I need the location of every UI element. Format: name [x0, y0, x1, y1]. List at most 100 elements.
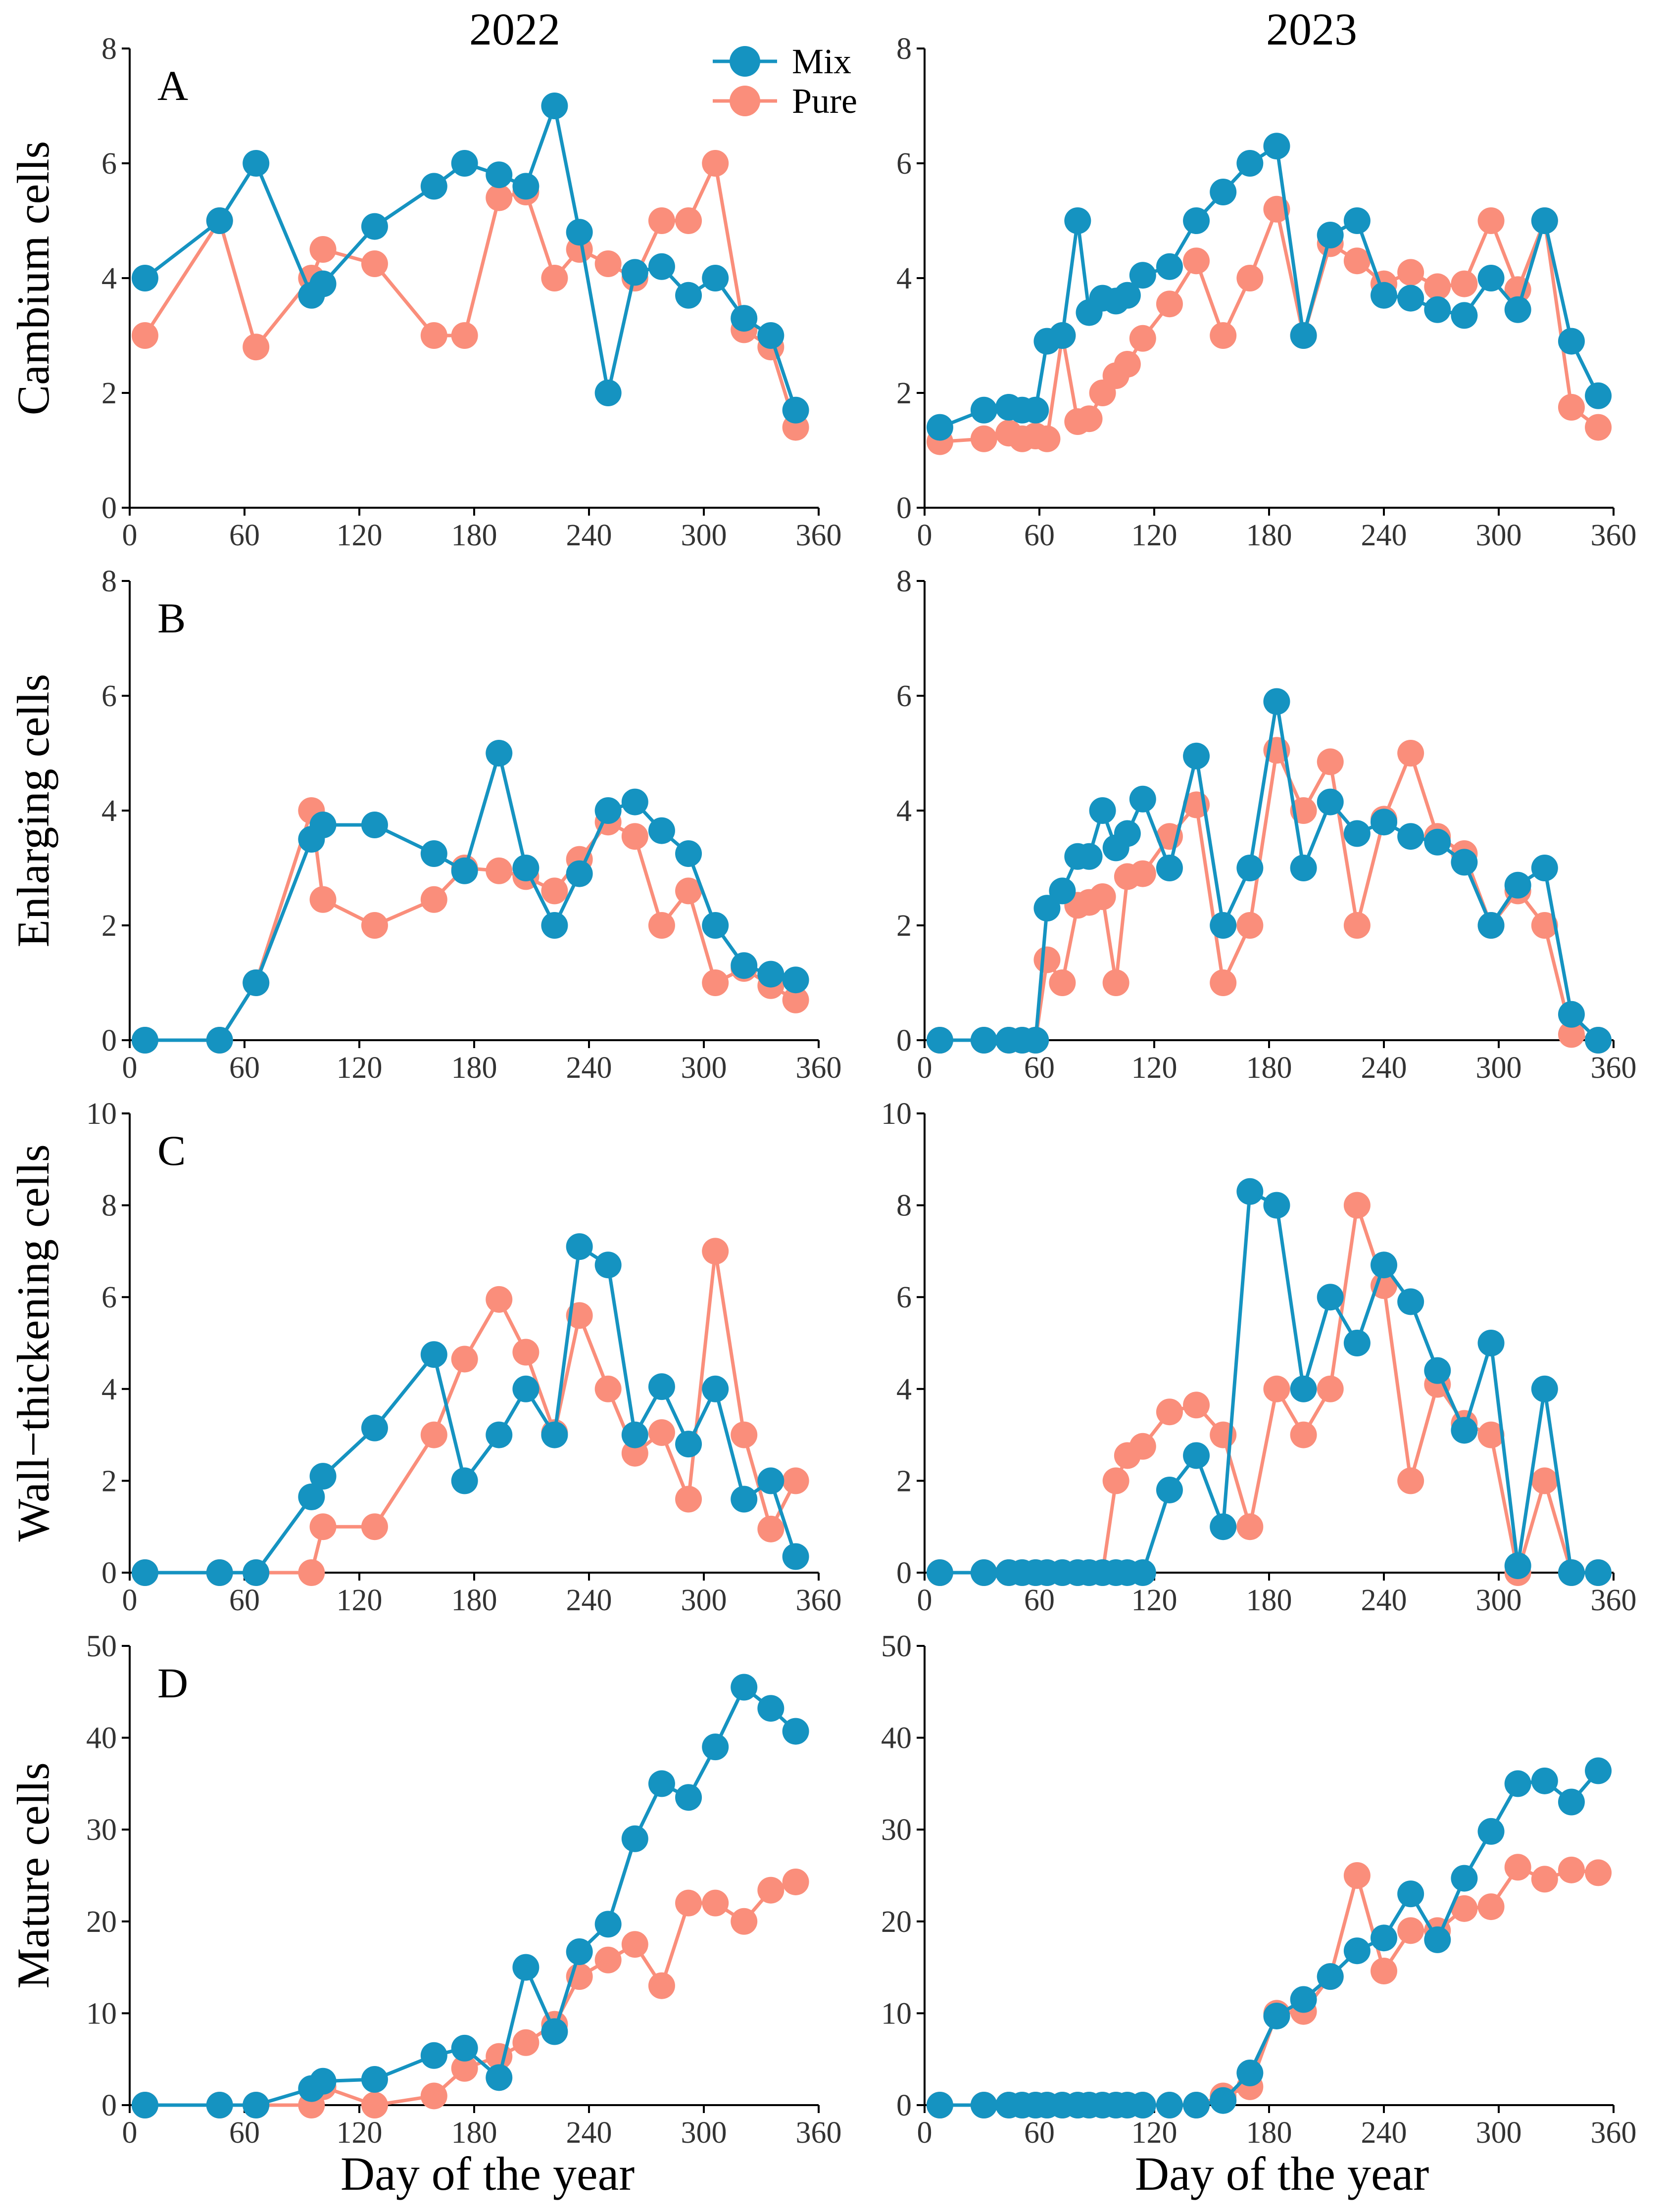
data-point-mix	[243, 1559, 270, 1586]
data-point-mix	[757, 1695, 784, 1722]
x-tick-label: 60	[229, 1051, 260, 1085]
data-point-mix	[1236, 2060, 1264, 2087]
y-tick-label: 8	[896, 32, 912, 66]
data-point-mix	[361, 213, 388, 240]
data-point-mix	[731, 952, 758, 979]
x-tick-label: 240	[566, 1051, 612, 1085]
data-point-pure	[420, 322, 447, 349]
data-point-mix	[206, 1559, 233, 1586]
x-tick-label: 120	[337, 519, 383, 552]
data-point-pure	[420, 2082, 447, 2110]
legend: Mix Pure	[713, 42, 857, 121]
data-point-mix	[970, 2092, 997, 2118]
x-tick-label: 180	[1246, 2116, 1292, 2150]
data-point-pure	[648, 1972, 675, 1999]
data-point-mix	[1585, 1027, 1612, 1054]
data-point-mix	[1156, 855, 1183, 881]
data-point-mix	[420, 173, 447, 200]
data-point-mix	[451, 150, 478, 177]
data-point-mix	[361, 2066, 388, 2093]
data-point-mix	[512, 855, 539, 881]
x-tick-label: 120	[1131, 2116, 1177, 2150]
data-point-mix	[757, 1467, 784, 1494]
data-point-mix	[675, 1784, 702, 1811]
data-point-mix	[1424, 1357, 1451, 1384]
data-point-mix	[131, 2092, 158, 2118]
data-point-pure	[621, 823, 648, 850]
data-point-pure	[1183, 1392, 1210, 1419]
data-point-pure	[1129, 325, 1156, 352]
data-point-mix	[926, 2092, 953, 2118]
y-tick-label: 10	[86, 1997, 117, 2030]
data-point-mix	[621, 788, 648, 816]
data-point-pure	[541, 877, 568, 905]
data-point-mix	[420, 840, 447, 867]
data-point-mix	[731, 1486, 758, 1513]
y-tick-label: 0	[896, 1024, 912, 1058]
x-tick-label: 360	[796, 519, 842, 552]
x-tick-label: 360	[1591, 1051, 1637, 1085]
data-point-pure	[131, 322, 158, 349]
x-tick-label: 120	[337, 1584, 383, 1617]
data-point-pure	[361, 1513, 388, 1540]
data-point-mix	[1451, 849, 1478, 876]
data-point-mix	[1236, 855, 1264, 881]
data-point-mix	[1290, 1986, 1317, 2013]
data-point-mix	[970, 396, 997, 424]
x-tick-label: 180	[1246, 1051, 1292, 1085]
data-point-pure	[1183, 247, 1210, 275]
data-point-mix	[1343, 1330, 1371, 1356]
data-point-pure	[782, 986, 809, 1013]
data-point-pure	[1397, 1467, 1424, 1494]
x-tick-label: 0	[122, 519, 138, 552]
data-point-mix	[594, 380, 622, 406]
y-tick-label: 0	[101, 491, 117, 525]
y-tick-label: 2	[101, 909, 117, 943]
legend-mix-marker	[730, 46, 760, 77]
data-point-mix	[1156, 253, 1183, 280]
y-tick-label: 0	[101, 1556, 117, 1590]
data-point-pure	[361, 2092, 388, 2118]
data-point-mix	[243, 2092, 270, 2118]
data-point-pure	[1129, 860, 1156, 887]
data-point-mix	[1210, 912, 1237, 939]
data-point-pure	[675, 1486, 702, 1513]
data-point-pure	[1343, 1862, 1371, 1889]
data-point-mix	[512, 1954, 539, 1981]
data-point-mix	[1531, 1767, 1558, 1794]
y-tick-label: 20	[86, 1905, 117, 1939]
data-point-mix	[1317, 1284, 1344, 1311]
data-point-pure	[1129, 1433, 1156, 1460]
y-tick-label: 2	[896, 377, 912, 410]
data-point-pure	[621, 1931, 648, 1958]
data-point-mix	[131, 1559, 158, 1586]
x-axis-label-2022: Day of the year	[341, 2147, 635, 2200]
data-point-mix	[1504, 1552, 1531, 1580]
data-point-pure	[1424, 273, 1451, 300]
y-tick-label: 6	[101, 1281, 117, 1314]
x-tick-label: 0	[917, 1584, 932, 1617]
y-tick-label: 8	[101, 32, 117, 66]
data-point-pure	[1451, 270, 1478, 297]
data-point-pure	[1558, 1856, 1585, 1883]
data-point-pure	[451, 2055, 478, 2082]
data-point-mix	[1451, 302, 1478, 329]
data-point-mix	[1129, 785, 1156, 813]
data-point-pure	[1290, 1421, 1317, 1448]
chart-panel-b-2023: 0 2 4 6 8 0 60 120 180 240 300 360	[896, 565, 1637, 1085]
data-point-pure	[1076, 405, 1103, 433]
data-point-mix	[486, 2064, 513, 2091]
chart-panel-a-2022: 0 2 4 6 8 0 60 120 180 240 300 360	[101, 32, 842, 552]
chart-panel-a-2023: 0 2 4 6 8 0 60 120 180 240 300 360	[896, 32, 1637, 552]
x-tick-label: 360	[796, 1051, 842, 1085]
data-point-mix	[702, 1375, 729, 1402]
y-tick-label: 2	[101, 1464, 117, 1498]
x-tick-label: 60	[229, 2116, 260, 2150]
data-point-mix	[731, 305, 758, 332]
data-point-pure	[1558, 1021, 1585, 1048]
data-point-mix	[926, 1027, 953, 1054]
x-axis-label-2023: Day of the year	[1135, 2147, 1429, 2200]
x-tick-label: 180	[451, 2116, 497, 2150]
data-point-pure	[1397, 1917, 1424, 1944]
